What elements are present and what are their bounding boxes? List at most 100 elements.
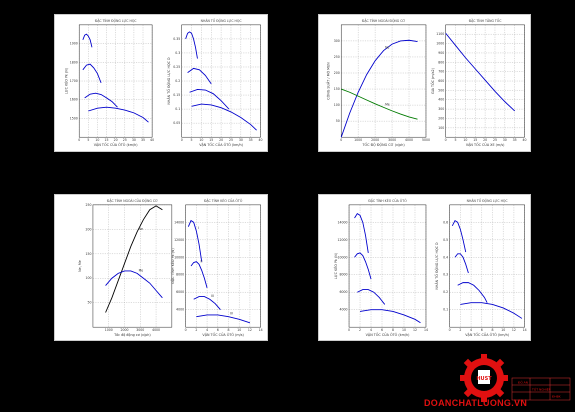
x-tick-label: 0 [340,138,342,142]
y-tick-label: 50 [336,119,340,123]
x-tick-label: 15 [209,138,213,142]
series-line [187,67,212,85]
y-tick-label: 0.05 [173,121,180,125]
series-line [460,302,523,319]
y-axis-label: ĐẶC TÍNH KÉO Pk (N) [170,248,175,284]
x-tick-label: 0 [78,138,80,142]
chart-title: NHÂN TỐ ĐỘNG LỰC HỌC [467,198,509,203]
y-tick-label: 0.1 [443,308,448,312]
x-tick-label: 20 [114,138,118,142]
x-axis-label: VẬN TỐC CỦA ÔTÔ (m/s) [202,332,244,337]
x-tick-label: 10 [199,138,203,142]
y-tick-label: 100 [438,126,444,130]
x-tick-label: 8 [491,328,493,332]
y-tick-label: 800 [438,60,444,64]
x-tick-label: 30 [132,138,136,142]
y-tick-label: 0.6 [443,220,448,224]
x-tick-label: 30 [503,138,507,142]
plot-frame [92,204,173,328]
y-tick-label: 12000 [174,238,184,242]
x-tick-label: 20 [483,138,487,142]
chart-p5: ĐẶC TÍNH NGOÀI CỦA ĐỘNG CƠ 1000 2000 3000 40… [78,198,173,337]
series-line [457,282,488,303]
y-tick-label: 6000 [340,290,348,294]
titleblock-row-1: ĐỒ ÁN [518,380,528,385]
x-tick-label: 6 [481,328,483,332]
x-tick-label: 14 [424,328,428,332]
series-line [190,261,208,288]
series-line [84,92,118,108]
series-line [82,33,93,48]
x-axis-label: VẬN TỐC CỦA ÔTÔ (km/h) [465,332,509,337]
y-tick-label: 0.3 [443,273,448,277]
x-tick-label: 2 [359,328,361,332]
y-axis-label: LỰC KÉO Pk (N) [63,67,68,94]
y-tick-label: 200 [438,116,444,120]
y-tick-label: 1900 [70,42,78,46]
series-line [105,205,163,313]
chart-p8: NHÂN TỐ ĐỘNG LỰC HỌC 0 2 4 6 8 10 12 14 0.1 0.2 0.3… [434,198,527,337]
x-tick-label: 15 [473,138,477,142]
y-tick-label: 0.3 [175,51,180,55]
y-tick-label: 14000 [338,220,348,224]
y-tick-label: 0.35 [173,37,180,41]
x-tick-label: 4 [206,328,208,332]
titleblock-row-3: ĐHBK [552,395,562,399]
series-line [88,106,149,123]
x-tick-label: 35 [513,138,517,142]
x-tick-label: 2 [195,328,197,332]
x-tick-label: 10 [95,138,99,142]
series-line [354,252,372,280]
sheet-bottom-right: ĐẶC TÍNH KÉO CỦA ÔTÔ 0 2 4 6 8 10 12 14 4000 6000 8… [318,194,531,341]
series-line [193,296,221,311]
chart-title: ĐẶC TÍNH TĂNG TỐC [469,18,503,23]
chart-title: ĐẶC TÍNH NGOÀI CỦA ĐỘNG CƠ [107,198,158,203]
x-tick-label: 4 [370,328,372,332]
y-tick-label: 300 [334,39,340,43]
x-tick-label: 8 [392,328,394,332]
y-tick-label: 0.25 [173,65,180,69]
y-tick-label: 250 [85,203,91,207]
x-tick-label: 40 [259,138,263,142]
x-tick-label: 0 [185,328,187,332]
series-line [189,89,230,110]
plot-frame [445,24,525,138]
x-axis-label: VẬN TỐC CỦA ÔTÔ (km/h) [199,142,243,147]
x-tick-label: 5 [87,138,89,142]
x-tick-label: 8 [227,328,229,332]
x-tick-label: 5 [191,138,193,142]
y-tick-label: 1800 [70,60,78,64]
y-tick-label: 200 [85,227,91,231]
series-line [359,309,421,324]
y-tick-label: 150 [334,87,340,91]
sheet-bottom-left: ĐẶC TÍNH NGOÀI CỦA ĐỘNG CƠ 1000 2000 3000 40… [54,194,268,341]
x-tick-label: 0 [348,328,350,332]
x-axis-label: VẬN TỐC CỦA ÔTÔ (km/h) [94,142,138,147]
x-tick-label: 5 [455,138,457,142]
series-label: Me [139,268,144,272]
y-tick-label: 500 [438,88,444,92]
series-line [341,88,418,120]
series-label: I [198,226,199,230]
plot-frame [78,24,153,138]
x-tick-label: 14 [523,328,527,332]
y-tick-label: 8000 [340,273,348,277]
x-tick-label: 2000 [121,328,129,332]
logo-text: HUST [476,376,492,382]
sheet-bottom-right-svg: ĐẶC TÍNH KÉO CỦA ÔTÔ 0 2 4 6 8 10 12 14 4000 6000 8… [333,198,527,337]
x-tick-label: 25 [229,138,233,142]
series-label: II [201,259,203,263]
y-tick-label: 10000 [338,255,348,259]
y-tick-label: 0.15 [173,93,180,97]
y-tick-label: 4000 [340,308,348,312]
x-axis-label: TỐC ĐỘ ĐỘNG CƠ (v/ph) [362,142,406,147]
y-axis-label: NHÂN TỐ ĐỘNG LỰC HỌC D [166,57,171,105]
x-tick-label: 30 [239,138,243,142]
x-tick-label: 12 [512,328,516,332]
y-axis-label: LỰC KÉO Pk (N) [333,252,338,279]
chart-title: ĐẶC TÍNH NGOÀI ĐỘNG CƠ [362,18,405,23]
chart-title: ĐẶC TÍNH ĐỘNG LỰC HỌC [95,18,137,23]
series-line [105,270,163,299]
